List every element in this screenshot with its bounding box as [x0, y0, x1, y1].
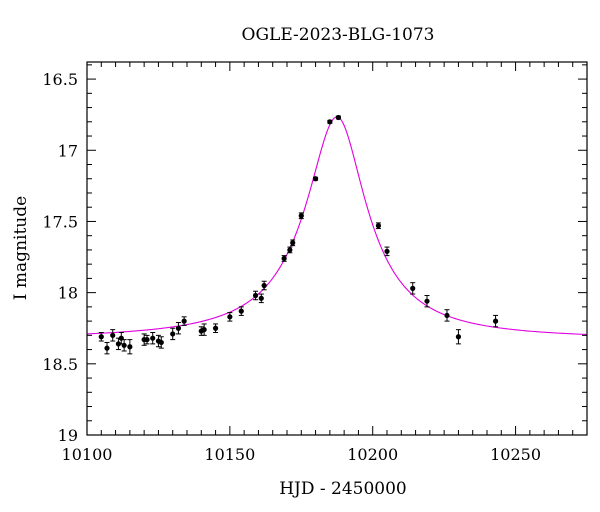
x-tick-label: 10150: [204, 445, 255, 464]
chart-title: OGLE-2023-BLG-1073: [242, 25, 435, 45]
data-point: [281, 255, 287, 262]
y-axis-label: I magnitude: [11, 196, 31, 300]
y-tick-label: 16.5: [42, 70, 78, 89]
data-point: [150, 335, 156, 341]
data-point: [375, 223, 382, 229]
data-point: [252, 292, 259, 299]
data-point: [144, 337, 150, 343]
data-point: [258, 295, 264, 301]
data-point: [384, 248, 390, 254]
data-point: [312, 176, 319, 182]
data-point: [298, 213, 304, 219]
data-point: [227, 314, 233, 320]
data-point: [290, 240, 296, 246]
data-point: [424, 298, 430, 304]
data-point: [98, 334, 104, 340]
plot-area: 10100 10150 10200 10250 16.5 17 17.5 18 18.5 19: [42, 61, 588, 464]
data-point: [104, 345, 110, 351]
x-tick-label: 10200: [347, 445, 398, 464]
data-point: [444, 312, 450, 319]
y-tick-label: 18.5: [42, 355, 78, 374]
plot-frame: [86, 61, 588, 436]
data-point: [287, 247, 293, 253]
data-point: [212, 325, 219, 331]
data-point: [410, 285, 416, 291]
data-point: [492, 318, 499, 324]
data-point: [158, 339, 164, 346]
data-point: [455, 334, 462, 340]
data-point: [175, 325, 182, 331]
x-tick-label: 10250: [490, 445, 541, 464]
x-axis-label: HJD - 2450000: [279, 479, 407, 499]
data-point: [127, 344, 133, 350]
data-point: [181, 318, 187, 324]
model-curve: [86, 116, 588, 336]
x-tick-label: 10100: [62, 445, 113, 464]
data-point: [170, 331, 176, 337]
data-point: [261, 282, 267, 289]
data-point: [335, 114, 342, 121]
y-tick-label: 17.5: [42, 212, 78, 231]
data-point: [201, 327, 207, 333]
data-point: [121, 342, 127, 348]
data-point: [327, 119, 333, 125]
data-point: [238, 308, 244, 314]
y-tick-label: 17: [58, 141, 78, 160]
y-tick-label: 18: [58, 284, 78, 303]
y-tick-label: 19: [58, 426, 78, 445]
data-point: [115, 341, 122, 347]
data-point: [110, 332, 116, 338]
